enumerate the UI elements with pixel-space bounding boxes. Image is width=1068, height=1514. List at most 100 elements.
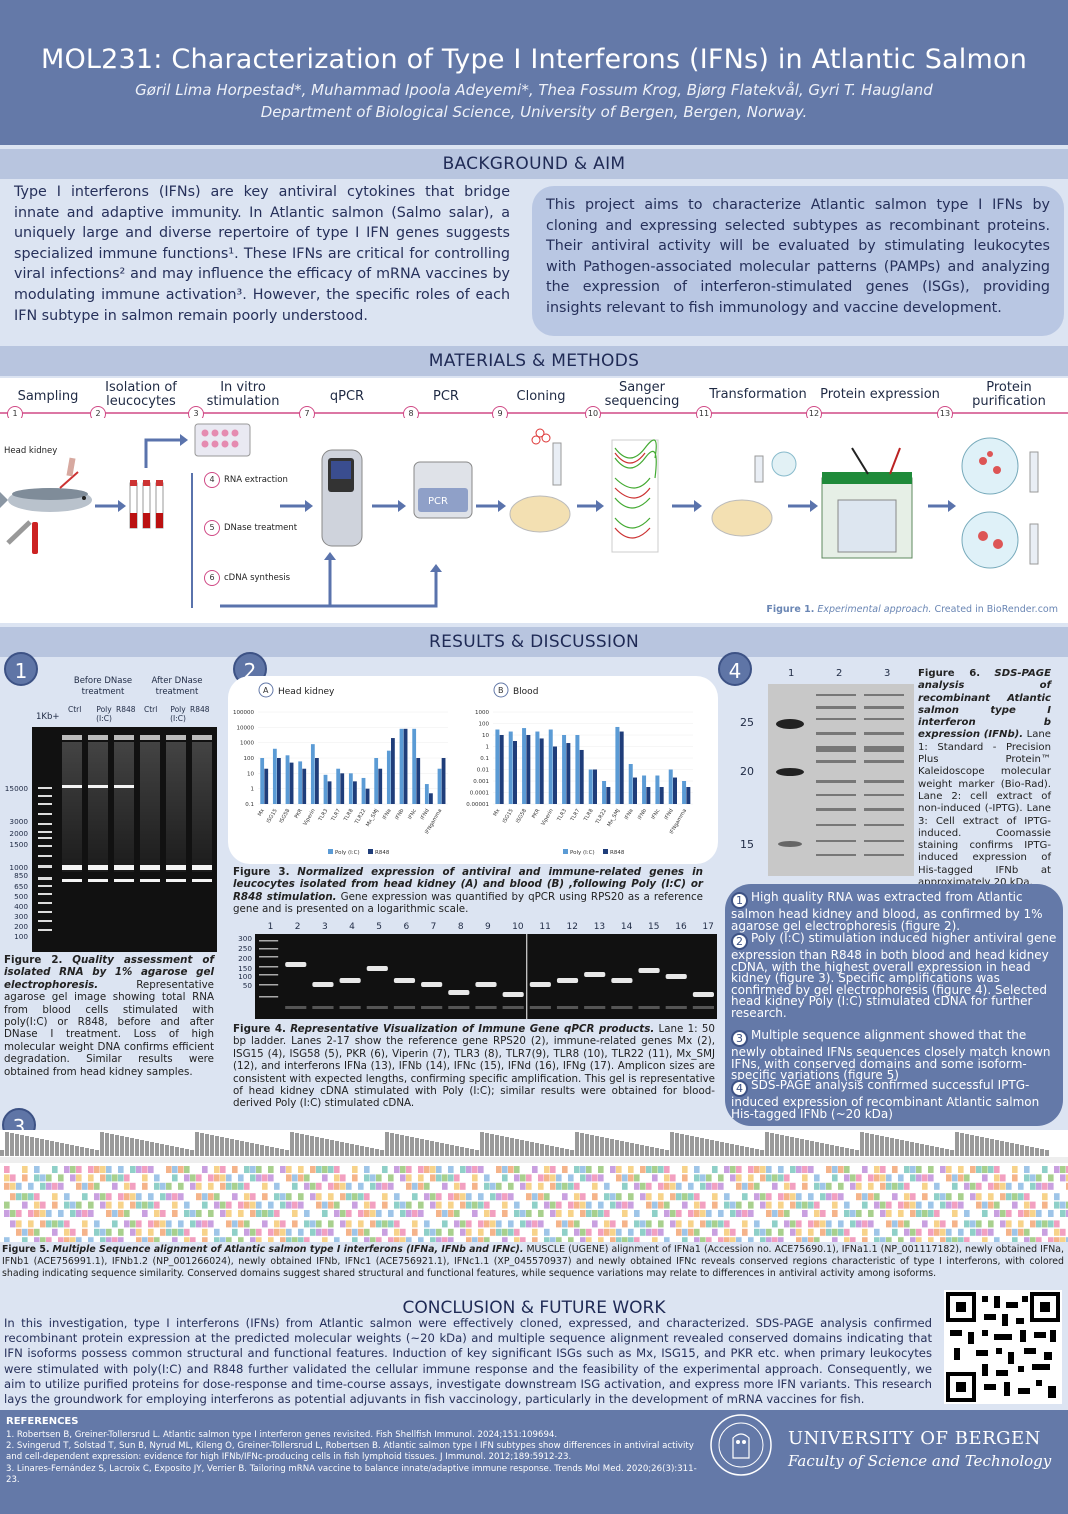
conservation-bar [945,1149,949,1156]
residue-cell [130,1220,136,1228]
conservation-bar [605,1138,609,1156]
residue-cell [466,1166,472,1173]
residue-cell [388,1182,394,1190]
residue-cell [994,1201,1000,1209]
residue-cell [766,1228,772,1236]
residue-cell [718,1220,724,1228]
residue-cell [934,1228,940,1236]
conservation-bar [205,1134,209,1156]
conservation-bar [85,1148,89,1156]
sds-marker-25: 25 [740,716,754,729]
residue-cell [34,1193,40,1201]
conservation-bar [455,1146,459,1156]
primer-dimer [448,1006,470,1009]
residue-cell [472,1201,478,1209]
residue-cell [916,1174,922,1182]
conservation-bar [115,1135,119,1156]
residue-cell [154,1182,160,1190]
conservation-bar [825,1144,829,1156]
residue-cell [496,1193,502,1201]
conservation-bar [300,1134,304,1156]
residue-cell [412,1182,418,1190]
residue-cell [406,1210,412,1217]
conservation-bar [765,1132,769,1156]
residue-cell [1036,1182,1042,1190]
primer-dimer [692,1006,714,1009]
residue-cell [970,1193,976,1201]
residue-cell [106,1228,112,1236]
residue-cell [1060,1237,1066,1245]
summary-number: 4 [731,1080,748,1097]
residue-cell [988,1193,994,1201]
ladder-band [259,966,279,968]
residue-cell [700,1237,706,1245]
residue-cell [1048,1220,1054,1228]
residue-cell [268,1201,274,1209]
residue-cell [106,1201,112,1209]
residue-cell [316,1193,322,1201]
conservation-bar [175,1147,179,1156]
residue-cell [1042,1201,1048,1209]
residue-cell [22,1201,28,1209]
step-protein-purification: Protein purification [972,380,1046,409]
x-tick-label: TLR22 [594,808,608,826]
residue-cell [322,1174,328,1182]
residue-cell [232,1193,238,1201]
residue-cell [760,1201,766,1209]
residue-cell [904,1220,910,1228]
residue-cell [844,1166,850,1173]
primer-dimer [475,1006,497,1009]
residue-cell [646,1182,652,1190]
residue-cell [958,1174,964,1182]
residue-cell [394,1193,400,1201]
residue-cell [796,1220,802,1228]
conservation-bar [110,1134,114,1156]
conservation-bar [180,1148,184,1156]
residue-cell [700,1210,706,1217]
figure-5-caption: Figure 5. Multiple Sequence alignment of… [2,1244,1064,1280]
residue-cell [586,1201,592,1209]
residue-cell [754,1220,760,1228]
residue-cell [340,1193,346,1201]
residue-cell [634,1220,640,1228]
residue-cell [868,1174,874,1182]
primer-dimer [556,1006,579,1009]
residue-cell [82,1228,88,1236]
residue-cell [928,1237,934,1245]
residue-cell [508,1193,514,1201]
conservation-bar [465,1148,469,1156]
residue-cell [262,1220,268,1228]
residue-cell [88,1174,94,1182]
residue-cell [472,1210,478,1217]
residue-cell [604,1228,610,1236]
residue-cell [256,1210,262,1217]
residue-cell [574,1228,580,1236]
lane-number: 12 [566,922,578,932]
residue-cell [790,1220,796,1228]
conservation-bar [855,1150,859,1156]
primer-dimer [312,1006,334,1009]
conservation-bar [715,1141,719,1156]
pcr-band [638,968,660,973]
y-tick-label: 0.001 [473,779,489,785]
residue-cell [760,1228,766,1236]
size-marker: 1500 [9,840,28,849]
residue-cell [316,1182,322,1190]
residue-cell [814,1220,820,1228]
residue-cell [58,1182,64,1190]
tube-icon [66,457,76,477]
residue-cell [778,1193,784,1201]
conservation-bar [655,1148,659,1156]
residue-cell [346,1193,352,1201]
residue-cell [286,1193,292,1201]
residue-cell [58,1210,64,1217]
conservation-bar [545,1145,549,1156]
residue-cell [538,1182,544,1190]
residue-cell [292,1210,298,1217]
qr-code-icon[interactable] [944,1290,1062,1404]
residue-cell [346,1228,352,1236]
residue-cell [1012,1193,1018,1201]
conservation-bar [870,1134,874,1156]
conservation-bar [840,1147,844,1156]
residue-cell [844,1228,850,1236]
